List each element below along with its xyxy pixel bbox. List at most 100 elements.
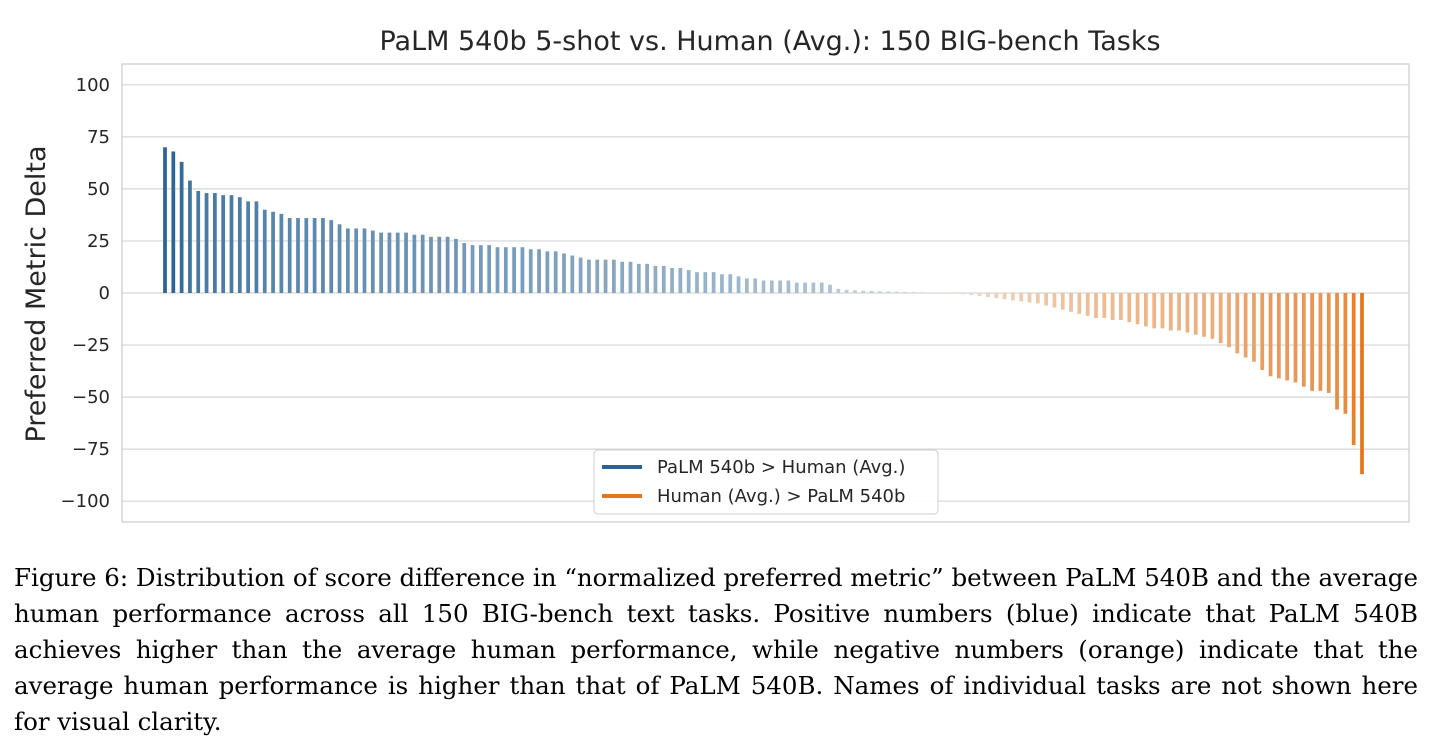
- bar: [736, 276, 741, 293]
- bar: [919, 292, 924, 294]
- bar: [221, 195, 226, 293]
- bar: [1202, 293, 1206, 337]
- y-tick-label: −75: [72, 439, 110, 460]
- bar: [262, 209, 267, 293]
- bar: [354, 228, 359, 293]
- bar: [520, 247, 525, 293]
- bar: [387, 232, 392, 293]
- bar: [1094, 293, 1098, 318]
- bar: [1069, 293, 1073, 312]
- bar: [886, 291, 891, 293]
- y-tick-label: 50: [87, 179, 110, 200]
- bars: [163, 147, 1364, 475]
- bar: [287, 218, 292, 293]
- bar: [786, 280, 791, 293]
- bar: [819, 282, 824, 293]
- bar: [1011, 293, 1015, 301]
- bar: [196, 190, 201, 293]
- bar: [312, 218, 317, 293]
- bar: [612, 259, 616, 293]
- bar: [412, 234, 417, 293]
- chart-title: PaLM 540b 5-shot vs. Human (Avg.): 150 B…: [379, 26, 1160, 57]
- bar: [1044, 293, 1048, 306]
- bar: [545, 251, 550, 293]
- bar: [1135, 293, 1140, 325]
- bar: [828, 284, 832, 293]
- bar: [578, 257, 583, 293]
- bar: [769, 280, 774, 293]
- bar: [1177, 293, 1181, 331]
- bar: [296, 218, 300, 293]
- bar: [304, 218, 309, 293]
- y-tick-labels: 100 75 50 25 0 −25 −50 −75 −100: [61, 75, 110, 512]
- bar: [1193, 293, 1198, 335]
- bar: [1227, 293, 1231, 348]
- bar: [1119, 293, 1123, 321]
- bar: [595, 259, 600, 293]
- bar: [861, 290, 866, 293]
- bar: [179, 161, 184, 293]
- bar: [844, 289, 849, 293]
- bar: [1218, 293, 1223, 343]
- bar: [628, 261, 633, 293]
- bar: [346, 228, 350, 293]
- bar: [927, 292, 932, 294]
- bar: [470, 245, 475, 293]
- bar: [778, 280, 782, 293]
- bar: [1152, 293, 1157, 329]
- bar: [1252, 293, 1256, 362]
- bar: [337, 224, 342, 293]
- bar: [437, 236, 442, 293]
- bar: [229, 195, 234, 293]
- bar: [454, 238, 458, 293]
- y-tick-label: −100: [61, 491, 110, 512]
- bar: [661, 265, 666, 293]
- bar: [188, 180, 192, 293]
- bar: [420, 234, 425, 293]
- bar: [1326, 293, 1331, 393]
- bar: [445, 236, 450, 293]
- bar: [670, 268, 674, 293]
- bar: [745, 278, 749, 293]
- legend: PaLM 540b > Human (Avg.) Human (Avg.) > …: [593, 449, 939, 515]
- bar: [994, 293, 999, 299]
- y-tick-label: 100: [76, 75, 110, 96]
- legend-box: [593, 449, 939, 515]
- bar: [570, 255, 575, 293]
- bar: [1343, 293, 1348, 414]
- bar: [1243, 293, 1248, 358]
- bar: [1027, 293, 1032, 303]
- bar: [1210, 293, 1215, 339]
- bar: [246, 201, 250, 293]
- bar: [321, 218, 325, 293]
- bar: [636, 263, 641, 293]
- y-tick-label: 0: [99, 283, 110, 304]
- bar: [1293, 293, 1298, 383]
- bar: [495, 247, 500, 293]
- y-tick-label: 75: [87, 127, 110, 148]
- bar: [1360, 293, 1364, 475]
- bar: [1168, 293, 1173, 331]
- bar: [1019, 293, 1024, 302]
- bar: [1110, 293, 1115, 321]
- bar: [213, 193, 217, 293]
- legend-label-orange: Human (Avg.) > PaLM 540b: [657, 486, 905, 507]
- figure-caption: Figure 6: Distribution of score differen…: [14, 563, 1418, 736]
- bar: [878, 291, 882, 293]
- bar: [1185, 293, 1190, 333]
- bar: [761, 280, 766, 293]
- bar: [362, 228, 367, 293]
- bar: [653, 265, 658, 293]
- bar: [1127, 293, 1132, 323]
- bar: [254, 201, 259, 293]
- bar: [587, 259, 591, 293]
- bar: [171, 151, 176, 293]
- bar: [562, 253, 566, 293]
- bar: [512, 247, 516, 293]
- bar: [753, 278, 758, 293]
- bar: [695, 272, 699, 293]
- y-axis-label: Preferred Metric Delta: [21, 145, 52, 442]
- bar: [395, 232, 400, 293]
- bar: [711, 272, 716, 293]
